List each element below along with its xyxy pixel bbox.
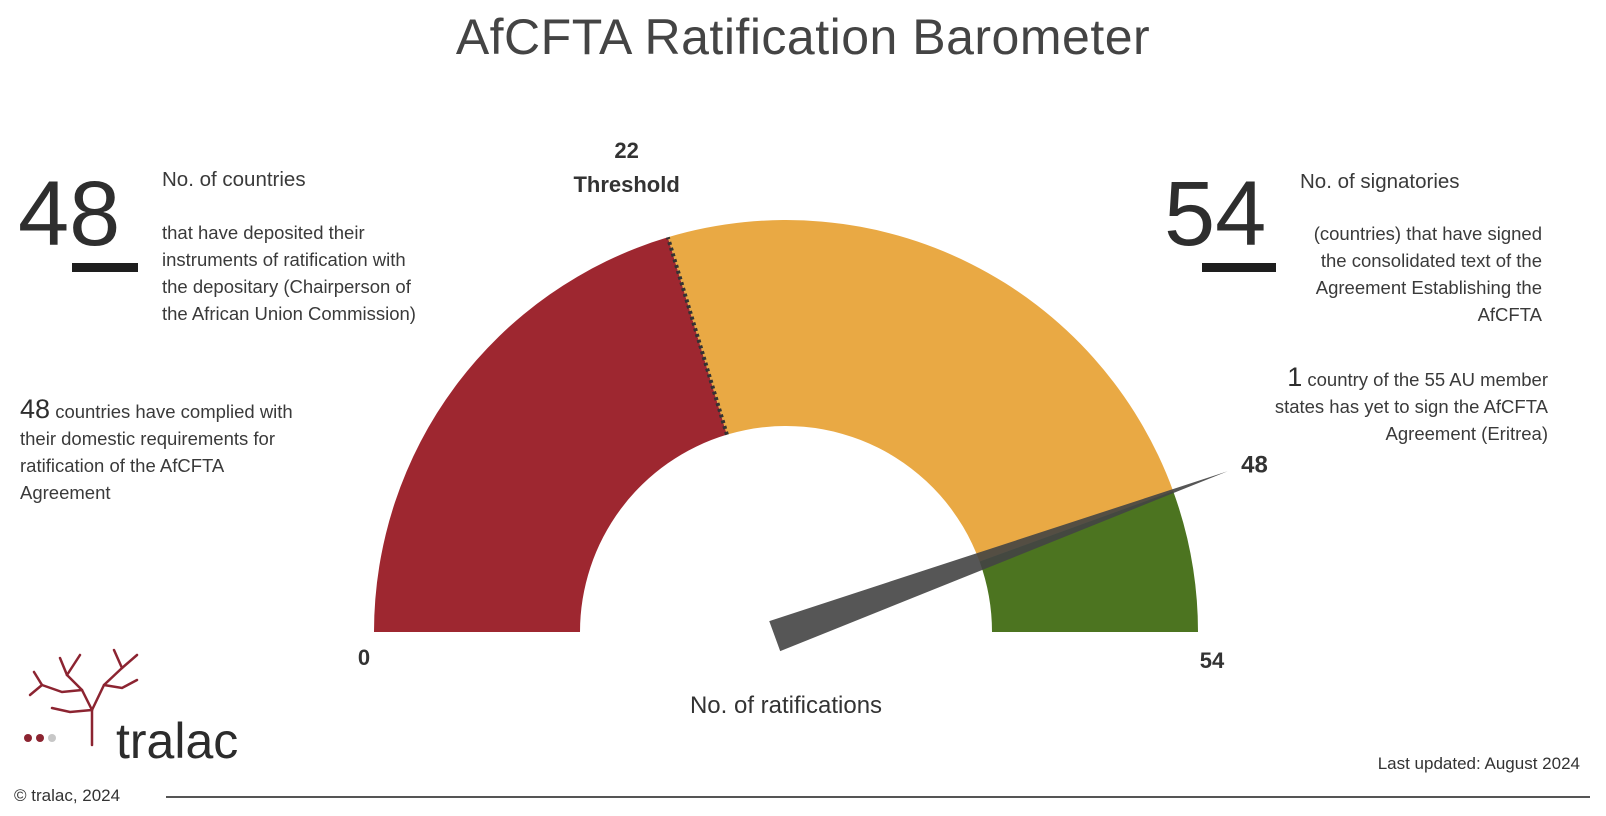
- last-updated: Last updated: August 2024: [1377, 754, 1580, 773]
- non-signatory-line: country of the 55 AU member: [1307, 369, 1548, 390]
- signatories-count: 54: [1164, 163, 1267, 265]
- ratifications-count: 48: [18, 163, 121, 265]
- non-signatory-count: 1: [1287, 362, 1303, 392]
- signatories-description: (countries) that have signed the consoli…: [1250, 220, 1542, 328]
- ratifications-heading: No. of countries: [162, 168, 306, 191]
- gauge-needle: [769, 471, 1228, 652]
- signatories-line: (countries) that have signed: [1313, 223, 1542, 244]
- ratifications-line: the African Union Commission): [162, 303, 416, 324]
- domestic-requirements-line: ratification of the AfCFTA: [20, 455, 225, 476]
- gauge-min-label: 0: [358, 645, 370, 670]
- ratifications-line: that have deposited their: [162, 222, 365, 243]
- ratifications-line: instruments of ratification with: [162, 249, 406, 270]
- gauge-band-1: [374, 237, 727, 632]
- brand-logo: tralac: [116, 713, 239, 769]
- ratifications-description: that have deposited their instruments of…: [162, 219, 416, 327]
- signatories-underline: [1202, 263, 1276, 272]
- gauge-bands: [374, 220, 1198, 632]
- domestic-requirements-count: 48: [20, 394, 51, 424]
- signatories-line: Agreement Establishing the: [1315, 277, 1542, 298]
- gauge-max-label: 54: [1200, 648, 1225, 673]
- brand-dots-icon: [24, 734, 56, 742]
- gauge-value-label: 48: [1241, 451, 1268, 478]
- signatories-heading: No. of signatories: [1300, 170, 1460, 193]
- threshold-value-label: 22: [614, 138, 638, 163]
- gauge-band-3: [979, 491, 1198, 632]
- page-title: AfCFTA Ratification Barometer: [455, 9, 1151, 65]
- signatories-line: AfCFTA: [1477, 304, 1542, 325]
- domestic-requirements-note: 48 countries have complied with their do…: [20, 396, 350, 506]
- ratifications-underline: [72, 263, 138, 272]
- gauge-band-2: [667, 220, 1174, 562]
- non-signatory-note: 1 country of the 55 AU member states has…: [1222, 364, 1548, 447]
- domestic-requirements-line: countries have complied with: [55, 401, 293, 422]
- gauge-axis-label: No. of ratifications: [690, 692, 882, 719]
- non-signatory-line: states has yet to sign the AfCFTA: [1274, 396, 1548, 417]
- ratifications-line: the depositary (Chairperson of: [162, 276, 411, 297]
- tralac-tree-icon: [28, 648, 139, 747]
- signatories-line: the consolidated text of the: [1320, 250, 1542, 271]
- threshold-marker-line: [665, 236, 729, 436]
- copyright: © tralac, 2024: [14, 786, 121, 805]
- threshold-label: Threshold: [573, 172, 679, 197]
- domestic-requirements-line: their domestic requirements for: [20, 428, 275, 449]
- domestic-requirements-line: Agreement: [20, 482, 111, 503]
- footer-divider: [166, 796, 1590, 798]
- non-signatory-line: Agreement (Eritrea): [1385, 423, 1548, 444]
